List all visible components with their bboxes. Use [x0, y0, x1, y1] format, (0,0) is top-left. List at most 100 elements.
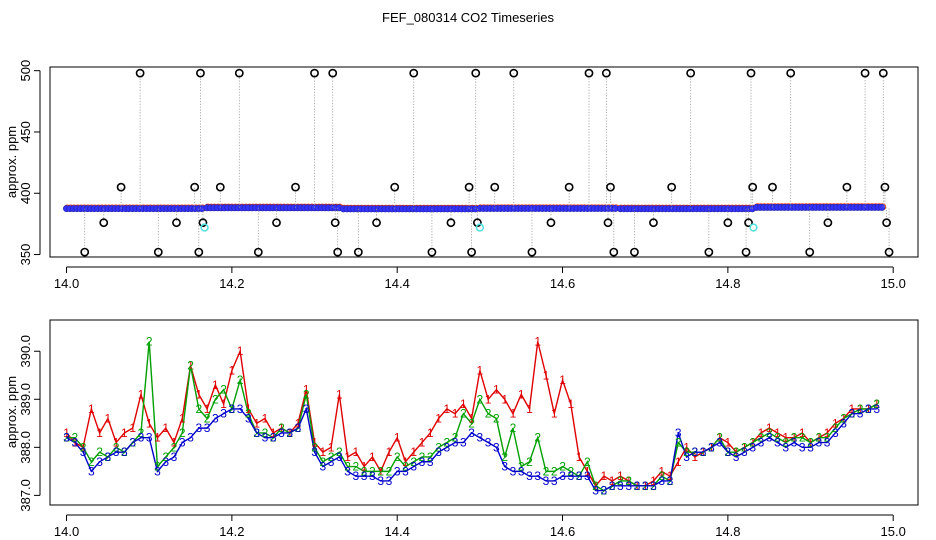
series-1-marker: 1 — [733, 445, 740, 459]
series-1-marker: 1 — [105, 412, 112, 426]
series-2-marker: 2 — [510, 421, 517, 435]
spike-point — [744, 218, 753, 228]
series-2-marker: 2 — [584, 455, 591, 469]
series-1-marker: 1 — [419, 436, 426, 450]
spike-point — [196, 68, 205, 78]
series-1-marker: 1 — [245, 402, 252, 416]
series-3-marker: 3 — [195, 421, 202, 435]
series-3-marker: 3 — [584, 469, 591, 483]
series-3-marker: 3 — [700, 445, 707, 459]
spike-point — [509, 68, 519, 78]
spike-point — [330, 218, 340, 228]
top-x-tick-label: 14.6 — [550, 276, 575, 291]
bottom-y-tick-label: 388.0 — [18, 431, 33, 464]
series-2-marker: 2 — [212, 392, 219, 406]
bottom-y-tick-label: 390.0 — [18, 335, 33, 368]
series-3-marker: 3 — [369, 469, 376, 483]
series-1-marker: 1 — [815, 431, 822, 445]
spike-point — [606, 182, 615, 192]
series-1-marker: 1 — [766, 421, 773, 435]
series-1-marker: 1 — [691, 450, 698, 464]
spike-point — [353, 247, 363, 257]
series-1-marker: 1 — [675, 455, 682, 469]
series-2-marker: 2 — [377, 464, 384, 478]
series-3-marker: 3 — [377, 474, 384, 488]
top-y-tick-label: 500 — [18, 60, 33, 82]
spike-point — [80, 247, 90, 257]
series-3-marker: 3 — [873, 402, 880, 416]
series-2-marker: 2 — [766, 426, 773, 440]
series-1-marker: 1 — [708, 440, 715, 454]
series-2-marker: 2 — [799, 431, 806, 445]
series-2-marker: 2 — [278, 421, 285, 435]
series-2-marker: 2 — [179, 426, 186, 440]
series-1-marker: 1 — [311, 436, 318, 450]
spike-point — [768, 182, 777, 192]
spike-point — [842, 182, 852, 192]
spike-point — [786, 68, 796, 78]
baseline-marker — [878, 203, 886, 211]
series-3-marker: 3 — [105, 450, 112, 464]
spike-point — [880, 182, 890, 192]
series-3-marker: 3 — [708, 440, 715, 454]
series-3-marker: 3 — [286, 426, 293, 440]
spike-point — [194, 247, 204, 257]
series-1-marker: 1 — [700, 445, 707, 459]
series-1-marker: 1 — [278, 421, 285, 435]
series-2-marker: 2 — [749, 436, 756, 450]
top-x-tick-label: 14.8 — [715, 276, 740, 291]
series-1-marker: 1 — [336, 387, 343, 401]
series-3-marker: 3 — [336, 450, 343, 464]
series-1-marker: 1 — [386, 445, 393, 459]
series-2-marker: 2 — [138, 426, 145, 440]
series-1-marker: 1 — [725, 436, 732, 450]
series-1-marker: 1 — [601, 469, 608, 483]
spike-point — [116, 182, 126, 192]
series-1-marker: 1 — [468, 412, 475, 426]
series-1-marker: 1 — [146, 416, 153, 430]
series-2-marker: 2 — [551, 464, 558, 478]
series-1-marker: 1 — [741, 440, 748, 454]
series-1-marker: 1 — [634, 479, 641, 493]
series-1-marker: 1 — [121, 426, 128, 440]
series-1-marker: 1 — [551, 407, 558, 421]
top-y-tick-label: 400 — [18, 182, 33, 204]
series-1-marker: 1 — [782, 431, 789, 445]
series-1-marker: 1 — [328, 440, 335, 454]
series-1-marker: 1 — [435, 412, 442, 426]
series-2-marker: 2 — [229, 402, 236, 416]
spike-point — [467, 247, 476, 257]
series-3-marker: 3 — [220, 407, 227, 421]
series-1-marker: 1 — [799, 426, 806, 440]
series-2-marker: 2 — [361, 464, 368, 478]
series-2-marker: 2 — [824, 431, 831, 445]
series-3-marker: 3 — [63, 431, 70, 445]
top-axes: 14.0 14.2 14.4 14.6 14.8 15.0 350 400 450 500 — [18, 60, 906, 291]
bottom-x-tick-label: 14.6 — [550, 524, 575, 539]
series-2-marker: 2 — [518, 460, 525, 474]
series-2-marker: 2 — [493, 412, 500, 426]
series-3-marker: 3 — [452, 436, 459, 450]
series-3-marker: 3 — [262, 431, 269, 445]
series-1-marker: 1 — [749, 436, 756, 450]
series-1-marker: 1 — [857, 402, 864, 416]
spike-point — [601, 68, 611, 78]
spike-point — [190, 182, 200, 192]
series-3-marker: 3 — [683, 450, 690, 464]
series-2-marker: 2 — [253, 426, 260, 440]
series-3-marker: 3 — [832, 426, 839, 440]
series-3-marker: 3 — [567, 469, 574, 483]
series-1-marker: 1 — [187, 359, 194, 373]
series-2-marker: 2 — [154, 460, 161, 474]
series-1-marker: 1 — [849, 402, 856, 416]
spike-point — [860, 68, 870, 78]
series-3-marker: 3 — [138, 431, 145, 445]
series-2-marker: 2 — [336, 445, 343, 459]
series-2-marker: 2 — [328, 450, 335, 464]
series-3-marker: 3 — [410, 460, 417, 474]
series-3-marker: 3 — [815, 436, 822, 450]
cyan-point — [749, 223, 758, 232]
spike-point — [878, 68, 888, 78]
series-3-marker: 3 — [468, 426, 475, 440]
top-y-label: approx. ppm — [4, 126, 19, 198]
